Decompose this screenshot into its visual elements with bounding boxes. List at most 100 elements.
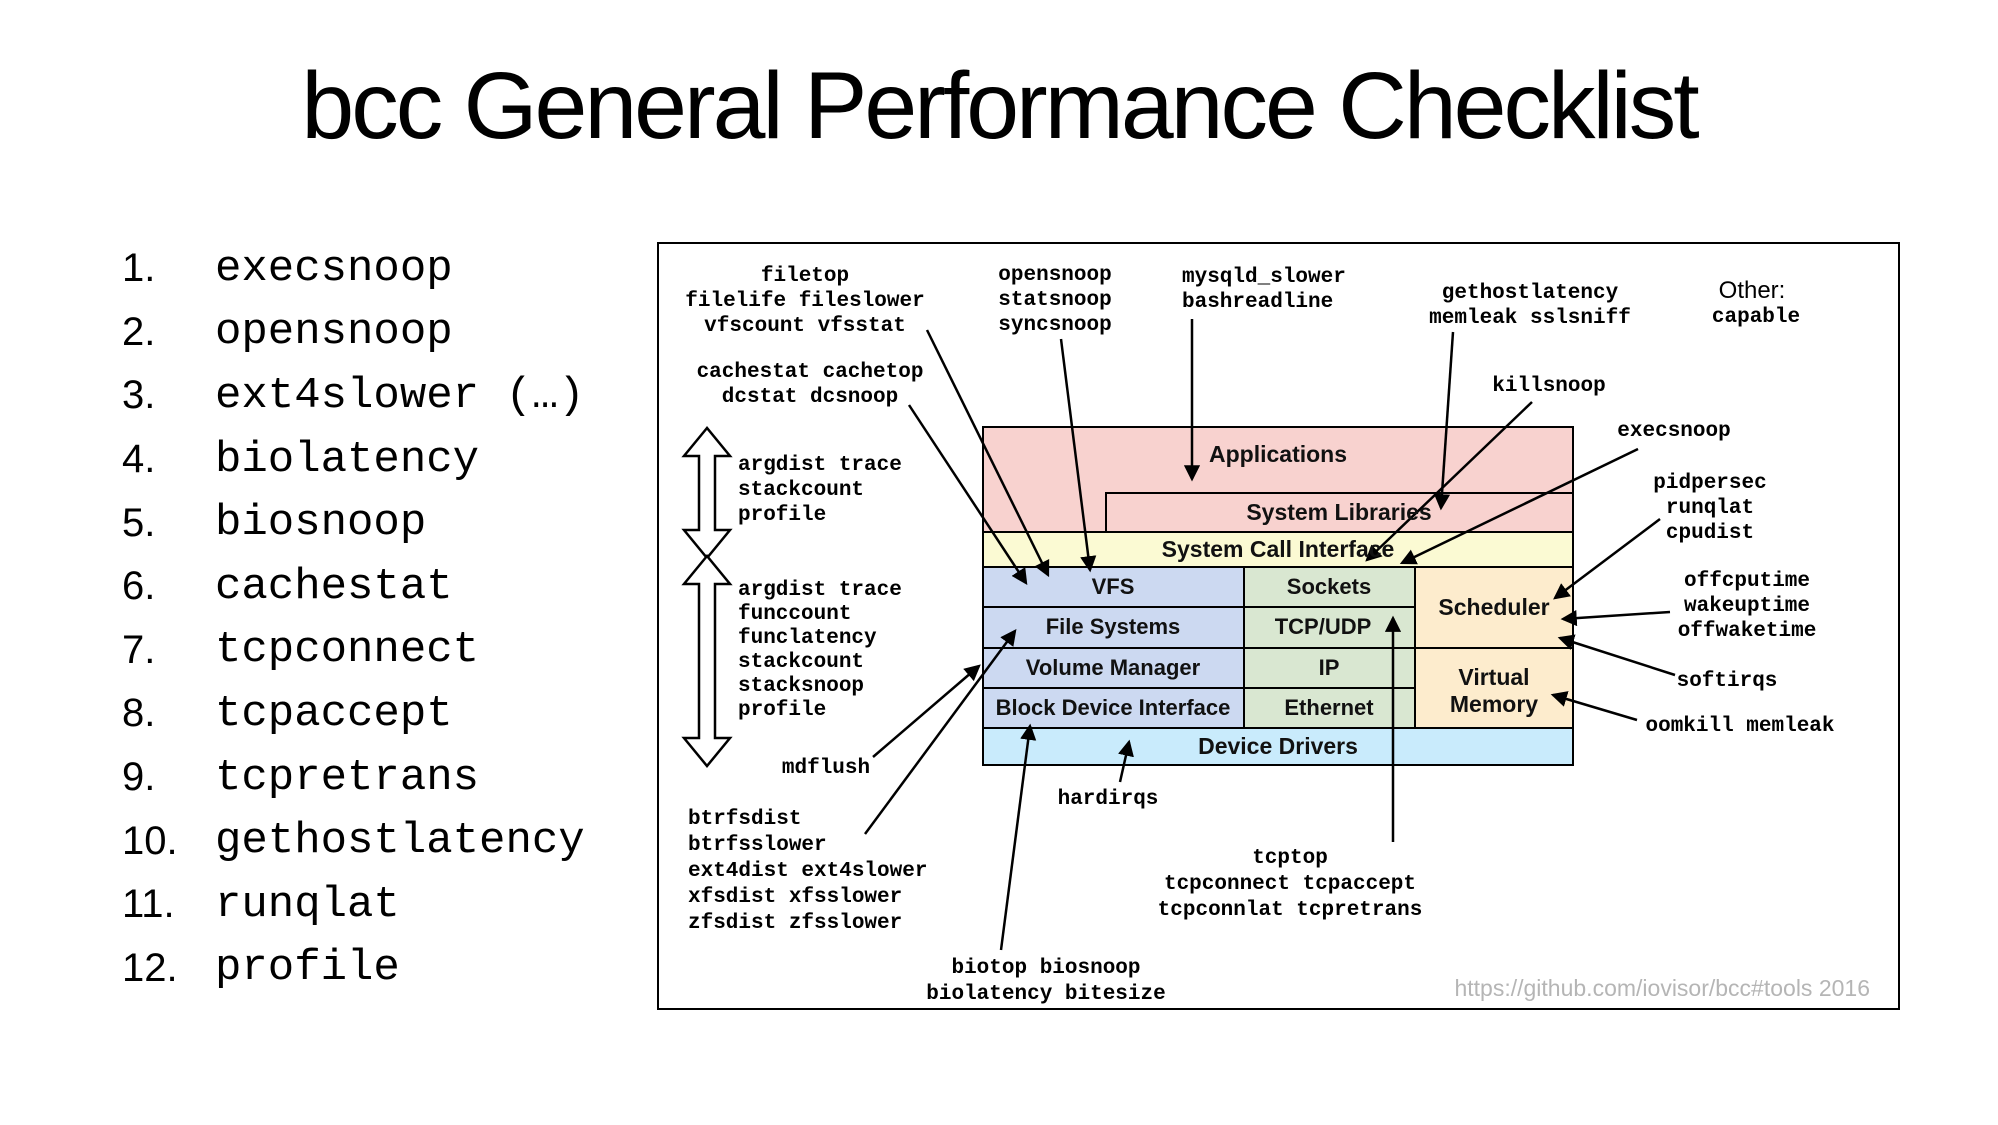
list-item: 1. execsnoop [122,237,585,301]
list-item: 10. gethostlatency [122,809,585,873]
argdist-user-tools-label: argdist trace stackcount profile [738,454,902,527]
list-item-number: 5. [122,500,156,545]
list-item-tool-name: execsnoop [215,243,453,294]
tcptop-tools-label: tcptop tcpconnect tcpaccept tcpconnlat t… [1157,847,1423,922]
scheduler-box [1414,566,1574,649]
sockets-box [1243,566,1416,608]
ethernet-label: Ethernet [1284,695,1374,720]
arrow-gethostlatency-to-syslib [1433,331,1455,511]
list-item-tool-name: biosnoop [215,498,427,549]
list-item: 6. cachestat [122,555,585,619]
arrow-opensnoop-to-vfs [1059,338,1097,573]
mdflush-label: mdflush [781,757,871,780]
applications-label: Applications [1208,441,1348,467]
list-item: 7. tcpconnect [122,619,585,683]
list-item-tool-name: gethostlatency [215,816,585,867]
bcc-tools-diagram: Applications System Libraries System Cal… [657,242,1900,1010]
virtual-memory-label: Virtual Memory [1449,664,1539,717]
arrow-hardirqs-to-device-drivers [1118,739,1134,783]
list-item: 9. tcpretrans [122,746,585,810]
arrow-biotop-to-block-device [999,723,1037,951]
ip-label: IP [1318,655,1340,680]
system-call-interface-box [982,531,1574,568]
list-item-number: 9. [122,755,156,800]
page-title: bcc General Performance Checklist [301,53,1699,159]
softirqs-label: softirqs [1676,670,1778,693]
list-item-tool-name: profile [215,943,400,994]
arrow-softirqs-to-scheduler [1557,634,1676,677]
list-item: 4. biolatency [122,428,585,492]
other-tools-label: capable [1711,306,1801,329]
list-item-tool-name: tcpretrans [215,752,480,803]
volume-manager-box [982,647,1245,689]
list-item-tool-name: tcpaccept [215,688,453,739]
offcputime-tools-label: offcputime wakeuptime offwaketime [1677,570,1817,643]
list-item-tool-name: tcpconnect [215,625,480,676]
diagram-canvas [657,242,1900,1010]
opensnoop-tools-label: opensnoop statsnoop syncsnoop [998,264,1112,337]
scheduler-label: Scheduler [1438,594,1550,620]
list-item-tool-name: biolatency [215,434,480,485]
arrow-pidpersec-to-scheduler [1553,518,1661,600]
list-item: 3. ext4slower (…) [122,364,585,428]
mysqld-tools-label: mysqld_slower bashreadline [1182,266,1346,314]
list-item-tool-name: opensnoop [215,307,453,358]
tcp-udp-label: TCP/UDP [1274,614,1372,639]
arrow-offcputime-to-scheduler [1560,609,1671,627]
cachestat-tools-label: cachestat cachetop dcstat dcsnoop [696,361,924,409]
block-device-interface-label: Block Device Interface [995,695,1231,720]
list-item-tool-name: runqlat [215,879,400,930]
list-item-tool-name: ext4slower (…) [215,370,585,421]
block-device-interface-box [982,687,1245,729]
list-item-number: 2. [122,309,156,354]
device-drivers-label: Device Drivers [1198,733,1358,759]
ethernet-box [1243,687,1416,729]
list-item-number: 7. [122,627,156,672]
list-item: 5. biosnoop [122,491,585,555]
other-heading: Other: [1718,277,1786,304]
list-item-number: 3. [122,373,156,418]
list-item-number: 11. [122,882,175,927]
arrow-execsnoop-to-sci [1399,447,1639,565]
list-item-number: 6. [122,564,156,609]
gethostlatency-tools-label: gethostlatency memleak sslsniff [1429,282,1631,330]
system-libraries-label: System Libraries [1246,499,1432,525]
sockets-label: Sockets [1286,574,1372,599]
list-item-number: 8. [122,691,156,736]
arrow-oomkill-to-virtual-memory [1550,691,1638,722]
list-item-number: 12. [122,945,178,990]
list-item-tool-name: cachestat [215,561,453,612]
arrow-cachestat-to-vfs [907,404,1028,586]
biotop-tools-label: biotop biosnoop biolatency bitesize [926,957,1166,1006]
system-call-interface-label: System Call Interface [1161,536,1395,562]
list-item-number: 10. [122,818,178,863]
pidpersec-tools-label: pidpersec runqlat cpudist [1653,472,1767,545]
list-item: 12. profile [122,937,585,1001]
vfs-label: VFS [1091,574,1135,599]
device-drivers-box [982,727,1574,766]
list-item: 2. opensnoop [122,301,585,365]
arrow-killsnoop-to-sci [1365,401,1533,562]
arrow-fstools-to-file-systems [863,629,1017,835]
list-item-number: 1. [122,246,156,291]
hardirqs-label: hardirqs [1057,788,1159,811]
list-item: 8. tcpaccept [122,682,585,746]
killsnoop-label: killsnoop [1492,375,1606,398]
arrow-filetop-to-vfs [925,329,1050,578]
filetop-tools-label: filetop filelife fileslower vfscount vfs… [685,265,925,338]
argdist-kernel-tools-label: argdist trace funccount funclatency stac… [738,579,902,722]
oomkill-tools-label: oomkill memleak [1645,715,1835,738]
user-range-arrow [681,426,733,560]
filesystem-tools-label: btrfsdist btrfsslower ext4dist ext4slowe… [688,808,928,935]
figure-border [657,242,1900,1010]
kernel-range-arrow [681,554,733,768]
volume-manager-label: Volume Manager [1025,655,1201,680]
arrow-mdflush-to-volume-manager [872,664,981,758]
list-item: 11. runqlat [122,873,585,937]
source-url: https://github.com/iovisor/bcc#tools 201… [1454,975,1870,1001]
checklist: 1. execsnoop 2. opensnoop 3. ext4slower (…) 4.… [122,237,585,1000]
file-systems-label: File Systems [1045,614,1181,639]
execsnoop-label: execsnoop [1617,420,1731,443]
list-item-number: 4. [122,437,156,482]
